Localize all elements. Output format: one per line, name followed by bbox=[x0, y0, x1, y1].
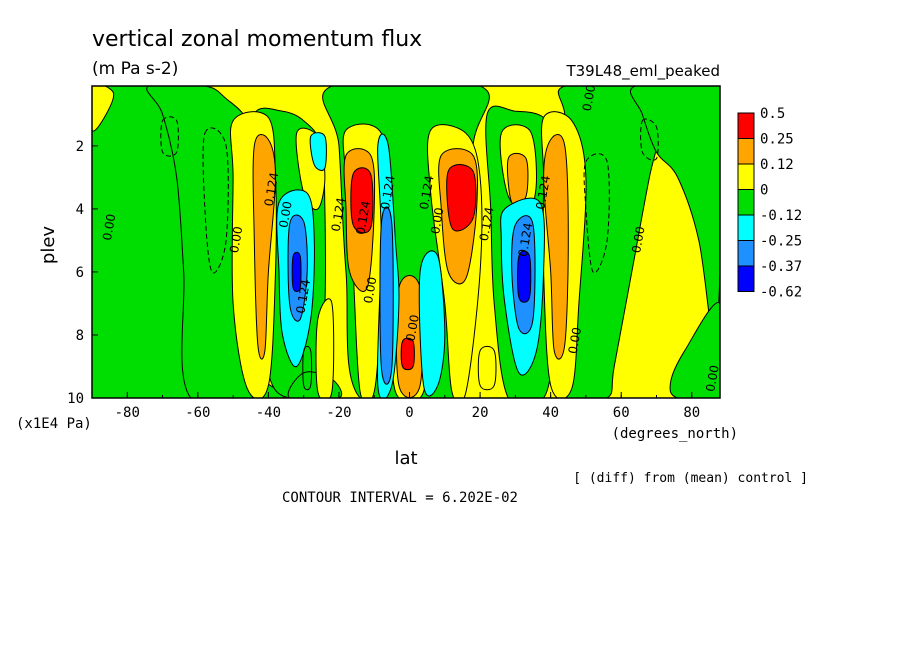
y-axis: 2 4 6 8 10 bbox=[67, 139, 98, 407]
colorbar-label: 0.12 bbox=[760, 157, 794, 173]
chart-units: (m Pa s-2) bbox=[92, 59, 178, 79]
x-tick-label: 20 bbox=[472, 405, 489, 421]
field-green-ne bbox=[629, 86, 720, 337]
y-tick-label: 4 bbox=[76, 202, 84, 218]
contour-fills bbox=[92, 86, 720, 398]
contour-dashed-nh bbox=[583, 153, 610, 274]
y-axis-label: plev bbox=[38, 226, 59, 265]
x-tick-label: 0 bbox=[405, 405, 413, 421]
colorbar-swatch bbox=[737, 163, 755, 190]
contour-label-3: 0.00 bbox=[227, 225, 245, 254]
field-orange-nh-top bbox=[506, 152, 529, 206]
contour-label-9: 0.124 bbox=[417, 174, 437, 210]
colorbar-label: -0.37 bbox=[760, 259, 802, 275]
field-cyan-eq-east bbox=[418, 250, 446, 397]
colorbar-swatch bbox=[737, 138, 755, 165]
contour-label-11: 0.00 bbox=[361, 276, 379, 305]
colorbar-swatch bbox=[737, 189, 755, 216]
x-tick-label: -80 bbox=[115, 405, 140, 421]
field-red-equator bbox=[400, 337, 415, 371]
colorbar-swatch bbox=[737, 265, 755, 292]
y-tick-label: 2 bbox=[76, 139, 84, 155]
x-axis: -80 -60 -40 -20 0 20 40 60 80 bbox=[91, 392, 700, 421]
contour-label-10: 0.00 bbox=[428, 206, 446, 235]
x-tick-label: -40 bbox=[256, 405, 281, 421]
x-tick-label: 40 bbox=[542, 405, 559, 421]
contour-dashed-nh-small bbox=[640, 118, 659, 161]
colorbar-swatch bbox=[737, 214, 755, 241]
colorbar-label: 0.25 bbox=[760, 132, 794, 148]
field-orange-sh-band bbox=[252, 133, 277, 360]
field-red-sh-jet bbox=[350, 167, 374, 234]
contour-label-17: 0.00 bbox=[629, 225, 647, 254]
contour-label-12: 0.00 bbox=[403, 314, 421, 343]
plot-frame bbox=[91, 85, 721, 399]
colorbar-label: -0.62 bbox=[760, 285, 802, 301]
diff-note: [ (diff) from (mean) control ] bbox=[573, 471, 808, 486]
contour-label-15: 0.124 bbox=[533, 174, 553, 210]
dataset-label: T39L48_eml_peaked bbox=[565, 62, 720, 81]
contour-label-1: 0.124 bbox=[262, 171, 282, 207]
field-cyan-sh-top bbox=[309, 132, 327, 171]
colorbar-swatch bbox=[737, 240, 755, 267]
field-red-nh-jet bbox=[446, 164, 477, 232]
contour-label-18: 0.00 bbox=[703, 364, 721, 393]
contour-label-4: 0.00 bbox=[100, 213, 118, 242]
contour-label-5: 0.124 bbox=[293, 278, 313, 314]
x-tick-label: -20 bbox=[326, 405, 351, 421]
contour-label-13: 0.124 bbox=[477, 206, 497, 242]
colorbar-label: -0.25 bbox=[760, 234, 802, 250]
contour-label-6: 0.124 bbox=[329, 196, 349, 232]
field-green-ne-bottom bbox=[669, 302, 720, 398]
field-orange-nh-band bbox=[543, 133, 569, 360]
y-axis-units: (x1E4 Pa) bbox=[16, 416, 92, 432]
colorbar-label: -0.12 bbox=[760, 208, 802, 224]
contour-small-sh bbox=[302, 345, 313, 391]
contour-dashed-sh bbox=[202, 127, 229, 274]
field-deepblue-nh bbox=[517, 250, 532, 303]
field-blue-eq-west bbox=[379, 206, 394, 385]
colorbar-swatch bbox=[737, 112, 755, 139]
contour-small-nh bbox=[477, 345, 497, 391]
contour-label-7: 0.124 bbox=[353, 200, 373, 236]
x-axis-units: (degrees_north) bbox=[612, 426, 738, 442]
y-tick-label: 6 bbox=[76, 265, 84, 281]
x-tick-label: 60 bbox=[613, 405, 630, 421]
field-yellow-sh-low bbox=[315, 298, 335, 398]
contour-label-8: 0.124 bbox=[378, 174, 398, 210]
x-axis-label: lat bbox=[394, 448, 417, 469]
field-deepblue-sh bbox=[291, 251, 302, 293]
x-tick-label: -60 bbox=[185, 405, 210, 421]
x-tick-label: 80 bbox=[683, 405, 700, 421]
contour-label-14: 0.124 bbox=[516, 222, 536, 258]
colorbar: 0.5 0.25 0.12 0 -0.12 -0.25 -0.37 -0.62 bbox=[737, 106, 802, 301]
colorbar-label: 0 bbox=[760, 183, 768, 199]
contour-label-16: 0.00 bbox=[566, 326, 584, 355]
y-tick-label: 8 bbox=[76, 328, 84, 344]
contour-dashed-sh-small bbox=[160, 116, 179, 157]
colorbar-label: 0.5 bbox=[760, 106, 785, 122]
contour-interval: CONTOUR INTERVAL = 6.202E-02 bbox=[282, 490, 518, 506]
contour-label-2: 0.00 bbox=[276, 200, 294, 229]
y-tick-label: 10 bbox=[67, 391, 84, 407]
chart-title: vertical zonal momentum flux bbox=[92, 27, 422, 52]
field-yellow-nw-corner bbox=[92, 86, 115, 132]
contour-label-0: 0.00 bbox=[580, 84, 598, 113]
